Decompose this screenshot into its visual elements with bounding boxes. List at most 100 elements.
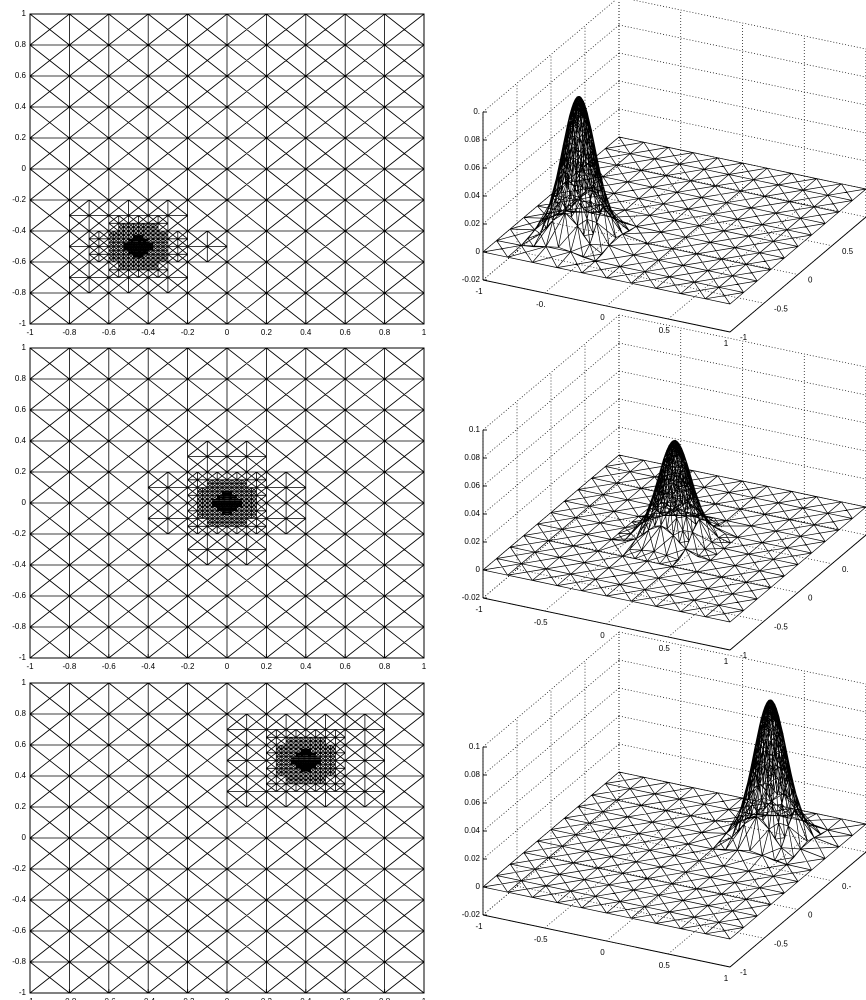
y-tick-label: -0.4	[12, 895, 26, 904]
x-tick-label: 0.2	[261, 662, 273, 671]
y-tick-label: 0.-	[842, 882, 852, 891]
x-tick-label: -0.8	[63, 997, 77, 1000]
z-tick-label: 0.06	[464, 481, 480, 490]
y-tick-label: -0.8	[12, 957, 26, 966]
grid-line	[618, 108, 866, 162]
y-tick-label: 1	[22, 9, 27, 18]
z-tick-label: 0.02	[464, 537, 480, 546]
grid-line	[618, 398, 866, 452]
x-tick-label: 0	[225, 997, 230, 1000]
x-tick-label: 0.6	[340, 328, 352, 337]
z-tick-label: 0.08	[464, 453, 480, 462]
surface	[482, 699, 866, 940]
y-tick-label: 0	[808, 911, 813, 920]
x-tick-label: -0.	[536, 300, 545, 309]
grid-line	[516, 568, 765, 622]
y-tick-label: 0	[808, 594, 813, 603]
z-tick-label: 0.1	[469, 425, 481, 434]
x-tick-label: 1	[422, 662, 427, 671]
x-tick-label: 0.5	[659, 644, 671, 653]
y-tick-label: 0.8	[15, 709, 27, 718]
x-tick-label: -0.2	[181, 328, 195, 337]
grid-line	[482, 0, 616, 113]
y-tick-label: -0.8	[12, 622, 26, 631]
x-tick-label: 1	[422, 997, 427, 1000]
z-tick-label: 0	[476, 882, 481, 891]
grid-line	[618, 687, 866, 741]
z-tick-label: 0.1	[469, 742, 481, 751]
grid-line	[584, 828, 833, 882]
y-tick-label: 0.6	[15, 405, 27, 414]
x-tick-label: 0.6	[340, 997, 352, 1000]
z-tick-label: 0.04	[464, 509, 480, 518]
grid-line	[618, 24, 866, 78]
x-tick-label: 0.8	[379, 328, 391, 337]
z-tick-label: 0.08	[464, 135, 480, 144]
z-tick-label: 0.02	[464, 219, 480, 228]
x-tick-label: -1	[475, 605, 483, 614]
x-tick-label: 1	[724, 974, 729, 983]
x-tick-label: 0	[600, 948, 605, 957]
x-tick-label: 1	[422, 328, 427, 337]
y-tick-label: 0.8	[15, 374, 27, 383]
y-tick-label: 0.2	[15, 467, 27, 476]
y-axis	[729, 851, 866, 968]
surface	[482, 439, 866, 623]
z-tick-label: 0.04	[464, 191, 480, 200]
y-tick-label: -0.4	[12, 226, 26, 235]
y-tick-label: 0.	[842, 565, 849, 574]
y-tick-label: 1	[22, 343, 27, 352]
y-tick-label: -0.4	[12, 560, 26, 569]
x-tick-label: -0.5	[534, 618, 548, 627]
y-axis	[729, 216, 866, 333]
x-tick-label: 0.8	[379, 997, 391, 1000]
grid-line	[618, 715, 866, 769]
x-tick-label: -0.6	[102, 328, 116, 337]
y-tick-label: -0.2	[12, 195, 26, 204]
y-tick-label: 0	[22, 833, 27, 842]
z-tick-label: 0.06	[464, 798, 480, 807]
x-tick-label: -0.2	[181, 997, 195, 1000]
z-tick-label: -0.02	[462, 910, 481, 919]
x-tick-label: -1	[475, 287, 483, 296]
x-axis	[482, 914, 731, 968]
x-tick-label: 0.4	[300, 997, 312, 1000]
y-tick-label: -1	[19, 653, 27, 662]
grid-line	[516, 885, 765, 939]
grid-line	[631, 0, 866, 50]
y-tick-label: -1	[740, 333, 748, 342]
y-tick-label: -0.2	[12, 529, 26, 538]
x-tick-label: -1	[26, 662, 34, 671]
x-tick-label: -1	[475, 922, 483, 931]
y-tick-label: -0.6	[12, 257, 26, 266]
mesh	[29, 347, 425, 659]
x-tick-label: 0.8	[379, 662, 391, 671]
y-tick-label: 0.2	[15, 133, 27, 142]
y-tick-label: 0	[22, 498, 27, 507]
x-tick-label: -0.6	[102, 997, 116, 1000]
x-tick-label: -0.5	[534, 935, 548, 944]
grid-line	[618, 52, 866, 106]
x-tick-label: -0.8	[63, 662, 77, 671]
y-tick-label: 0	[808, 276, 813, 285]
grid-line	[584, 511, 833, 565]
z-tick-label: 0.06	[464, 163, 480, 172]
grid-line	[618, 342, 866, 396]
surface	[482, 95, 866, 305]
x-tick-label: -0.2	[181, 662, 195, 671]
y-tick-label: 0	[22, 164, 27, 173]
y-tick-label: 0.8	[15, 40, 27, 49]
x-tick-label: 0	[225, 662, 230, 671]
y-tick-label: -0.2	[12, 864, 26, 873]
grid-line	[618, 659, 866, 713]
x-axis	[482, 279, 731, 333]
grid-line	[618, 370, 866, 424]
x-tick-label: 0.2	[261, 328, 273, 337]
x-tick-label: 0.5	[659, 326, 671, 335]
x-tick-label: -0.8	[63, 328, 77, 337]
y-tick-label: -1	[740, 968, 748, 977]
grid-line	[516, 250, 765, 304]
x-tick-label: 0.2	[261, 997, 273, 1000]
z-tick-label: 0.	[473, 107, 480, 116]
